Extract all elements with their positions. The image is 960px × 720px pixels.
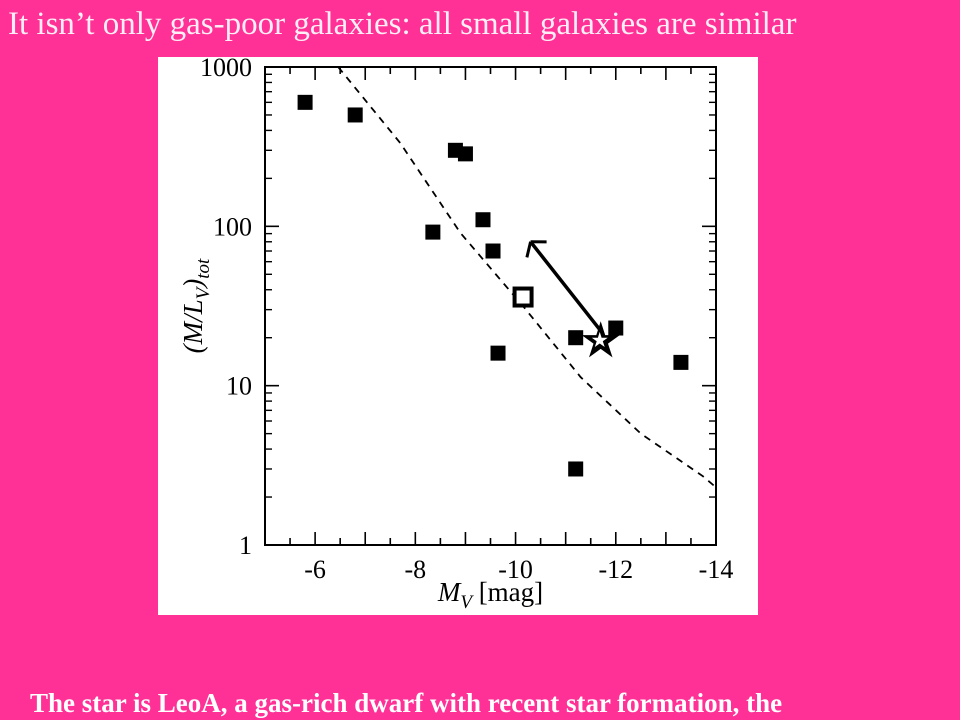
data-point-square [297, 94, 313, 110]
plot-panel: -6 -8 -10 -12 -14 1000 100 10 1 MV [mag] (M/LV)tot [158, 57, 758, 615]
y-tick-label: 100 [213, 212, 252, 241]
phoenix-open-square [512, 286, 534, 308]
x-tick-label: -6 [304, 555, 326, 584]
dashed-curve [337, 66, 717, 489]
data-point-square [608, 320, 624, 336]
data-point-square [347, 107, 363, 123]
data-point-square [568, 330, 584, 346]
data-point-square [485, 243, 501, 259]
fade-arrow-shaft [529, 240, 602, 331]
data-point-square [425, 224, 441, 240]
x-tick-label: -12 [598, 555, 633, 584]
scatter-plot: -6 -8 -10 -12 -14 1000 100 10 1 MV [mag] (M/LV)tot [178, 57, 734, 613]
y-tick-label: 1 [239, 531, 252, 560]
data-point-square [673, 354, 689, 370]
leoa-star-inner [591, 331, 608, 347]
y-tick-label: 1000 [200, 57, 252, 82]
caption: The star is LeoA, a gas-rich dwarf with … [30, 616, 960, 720]
x-tick-label: -14 [699, 555, 734, 584]
fade-arrow-barb [525, 241, 533, 258]
plot-frame [264, 66, 717, 546]
data-point-square [490, 345, 506, 361]
y-tick-label: 10 [226, 372, 252, 401]
data-point-square [457, 146, 473, 162]
x-tick-label: -10 [498, 555, 533, 584]
slide-title: It isn’t only gas-poor galaxies: all sma… [8, 6, 797, 42]
x-tick-label: -8 [404, 555, 426, 584]
data-point-square [568, 461, 584, 477]
data-point-square [475, 212, 491, 228]
x-axis-title: MV [mag] [437, 577, 543, 613]
caption-line-1: The star is LeoA, a gas-rich dwarf with … [30, 688, 783, 718]
y-axis-title: (M/LV)tot [178, 258, 214, 353]
